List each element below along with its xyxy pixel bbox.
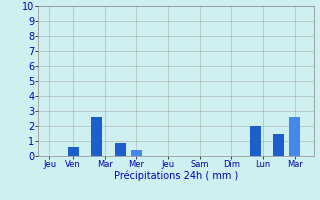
Bar (273, 134, 284, 156)
Bar (131, 150, 142, 156)
Bar (289, 117, 300, 156)
Bar (92, 117, 102, 156)
Bar (115, 142, 126, 156)
X-axis label: Précipitations 24h ( mm ): Précipitations 24h ( mm ) (114, 171, 238, 181)
Bar (250, 126, 260, 156)
Bar (68, 147, 79, 156)
